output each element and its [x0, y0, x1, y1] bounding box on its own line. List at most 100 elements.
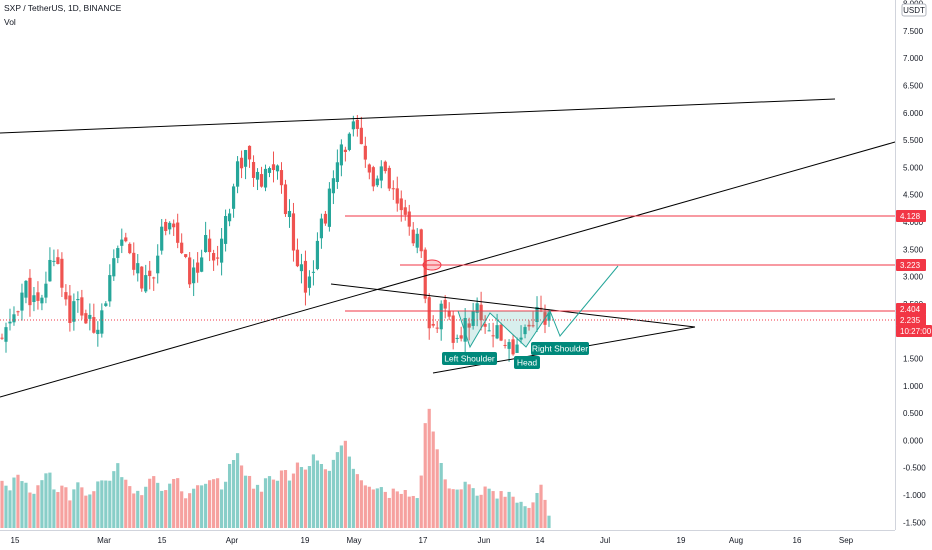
- volume-bar: [547, 515, 551, 528]
- candle-body: [28, 277, 32, 306]
- candle-body: [227, 213, 232, 222]
- volume-bar: [479, 494, 483, 528]
- volume-bar: [495, 498, 499, 528]
- y-tick-label: -1.000: [903, 491, 926, 500]
- candle-body: [212, 253, 216, 261]
- candle-body: [371, 167, 375, 187]
- volume-bar: [36, 485, 40, 528]
- volume-bar: [351, 468, 355, 528]
- volume-bar: [311, 454, 316, 528]
- candle-body: [319, 218, 324, 239]
- head-shoulders-path[interactable]: [457, 265, 619, 349]
- candle-body: [503, 344, 507, 346]
- volume-bar: [367, 486, 371, 528]
- time-axis[interactable]: 15 Mar 15 Apr 19 May 17 Jun 14 Jul 19 Aug 16 Sep: [0, 530, 895, 546]
- candle-body: [451, 315, 455, 343]
- volume-bar: [188, 493, 192, 528]
- candle-body: [275, 165, 280, 172]
- volume-bar: [239, 465, 244, 528]
- y-tick-label: 4.000: [903, 218, 924, 227]
- candle-body: [136, 263, 140, 274]
- candle-body: [88, 314, 92, 319]
- candle-body: [287, 210, 292, 217]
- candle-body: [339, 144, 343, 166]
- volume-bar: [407, 496, 411, 528]
- candle-body: [0, 337, 4, 339]
- candle-body: [535, 306, 539, 323]
- volume-bar: [403, 490, 407, 528]
- candle-body: [64, 292, 68, 300]
- head-badge[interactable]: Head: [514, 356, 540, 369]
- currency-badge[interactable]: USDT: [901, 3, 927, 17]
- x-tick-label: 14: [536, 536, 545, 545]
- candle-body: [455, 337, 459, 339]
- candle-body: [12, 314, 16, 323]
- volume-bar: [84, 495, 88, 528]
- candle-body: [407, 211, 411, 227]
- right-shoulder-badge[interactable]: Right Shoulder: [531, 342, 589, 355]
- candle-body: [399, 198, 403, 211]
- breakout-circle[interactable]: [422, 259, 442, 271]
- volume-bar: [463, 481, 467, 528]
- y-tick-label: 0.500: [903, 409, 924, 418]
- left-shoulder-badge[interactable]: Left Shoulder: [442, 352, 497, 365]
- candle-body: [479, 304, 483, 321]
- candle-body: [44, 283, 48, 298]
- candle-body: [68, 295, 72, 323]
- price-badge: [896, 259, 926, 271]
- volume-bar: [467, 484, 471, 528]
- candle-body: [355, 119, 359, 129]
- candle-body: [200, 257, 204, 272]
- y-tick-label: 1.500: [903, 355, 924, 364]
- y-tick-label: -1.500: [903, 518, 926, 527]
- volume-bar: [4, 485, 8, 528]
- candle-body: [527, 324, 531, 327]
- volume-bar: [531, 502, 535, 528]
- candle-body: [475, 303, 479, 313]
- price-badge-label: 3.223: [900, 261, 921, 270]
- symbol-title: SXP / TetherUS, 1D, BINANCE: [4, 3, 122, 13]
- volume-bar: [275, 480, 280, 528]
- y-tick-label: 3.000: [903, 273, 924, 282]
- volume-bar: [104, 480, 108, 528]
- volume-bar: [128, 486, 132, 528]
- candle-body: [124, 237, 128, 242]
- x-tick-label: Aug: [729, 536, 743, 545]
- volume-bar: [12, 477, 16, 528]
- volume-bar: [287, 480, 292, 528]
- x-tick-label: Sep: [839, 536, 854, 545]
- candle-body: [164, 221, 168, 231]
- volume-bar: [499, 491, 503, 528]
- candle-body: [52, 260, 56, 262]
- x-tick-label: 15: [11, 536, 20, 545]
- candle-body: [120, 239, 124, 246]
- candle-body: [4, 327, 8, 342]
- volume-bar: [24, 482, 28, 528]
- candle-body: [519, 337, 523, 340]
- volume-bar: [279, 470, 284, 528]
- candle-body: [223, 216, 228, 244]
- descending-neckline[interactable]: [330, 283, 696, 328]
- candle-body: [20, 292, 24, 311]
- candle-body: [291, 213, 296, 251]
- candle-body: [251, 162, 256, 178]
- volume-bar: [124, 479, 128, 528]
- upper-trendline[interactable]: [0, 98, 836, 134]
- x-tick-label: May: [346, 536, 361, 545]
- volume-bar: [451, 489, 455, 528]
- volume-bar: [16, 474, 20, 528]
- candle-body: [128, 243, 132, 254]
- candle-body: [415, 233, 419, 248]
- volume-bar: [539, 484, 543, 528]
- volume-bar: [212, 479, 216, 528]
- pattern-fill[interactable]: [458, 311, 550, 347]
- volume-bar: [52, 489, 56, 528]
- rising-trendline[interactable]: [0, 141, 896, 398]
- volume-bar: [523, 506, 527, 528]
- candle-body: [108, 275, 112, 302]
- candle-body: [144, 275, 148, 292]
- candle-body: [351, 121, 355, 130]
- volume-bar: [120, 477, 124, 528]
- candle-body: [327, 188, 332, 227]
